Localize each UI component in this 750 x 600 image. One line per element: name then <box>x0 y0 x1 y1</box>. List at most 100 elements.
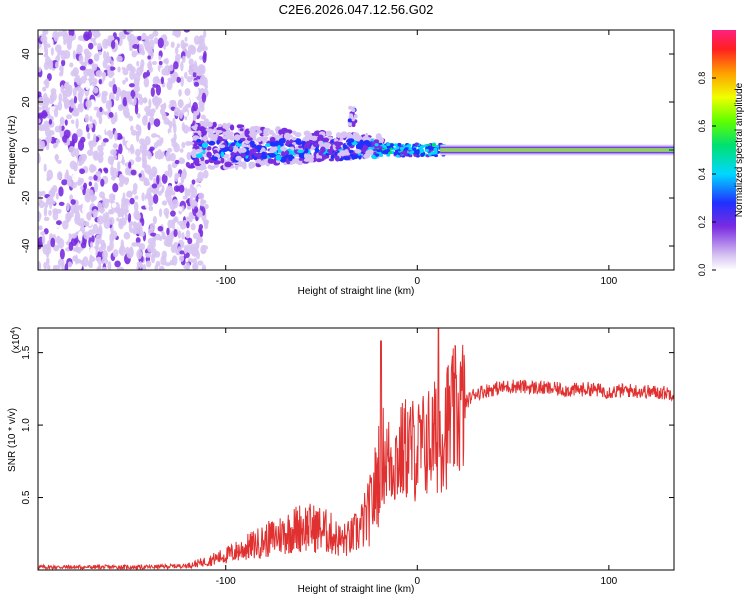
spectrogram-cell <box>206 145 212 151</box>
spectrogram-cell <box>224 153 230 158</box>
spectrogram-cell <box>59 248 65 260</box>
spectrogram-cell <box>427 152 432 156</box>
spectrogram-cell <box>126 30 134 33</box>
spectrogram-cell <box>102 213 107 220</box>
spectrogram-cell <box>90 165 97 172</box>
spectrogram-cell <box>142 158 148 168</box>
spectrogram-cell <box>101 93 107 104</box>
spectrogram-cell <box>199 204 204 212</box>
spectrogram-cell <box>142 264 147 270</box>
spectrogram-cell <box>101 114 108 120</box>
spectrogram-cell <box>151 183 158 189</box>
spectrogram-cell <box>89 115 93 122</box>
spectrogram-cell <box>66 202 70 211</box>
spectrogram-cell <box>143 181 151 186</box>
spectrogram-cell <box>133 201 139 212</box>
spectrogram-cell <box>386 148 391 153</box>
spectrogram-cell <box>139 138 146 145</box>
spectrogram-cell <box>109 240 114 251</box>
spectrogram-cell <box>78 54 84 64</box>
spectrogram-cell <box>136 249 143 260</box>
spectrogram-cell <box>64 263 69 270</box>
spectrogram-cell <box>195 153 203 159</box>
spectrogram-cell <box>193 257 198 265</box>
spectrogram-cell <box>434 145 439 149</box>
spectrogram-cell <box>159 266 164 270</box>
spectrogram-cell <box>111 202 117 208</box>
spectrogram-cell <box>80 177 84 184</box>
spectrogram-cell <box>43 216 50 222</box>
spectrogram-cell <box>43 43 48 54</box>
spectrogram-cell <box>201 142 209 148</box>
spectrogram-cell <box>159 236 163 242</box>
spectrogram-cell <box>118 181 124 188</box>
spectrogram-cell <box>182 219 188 224</box>
spectrogram-cell <box>38 96 44 106</box>
spectrogram-cell <box>141 192 145 202</box>
spectrogram-cell <box>220 157 225 164</box>
spectrogram-cell <box>240 137 246 142</box>
spectrogram-cell <box>256 145 262 151</box>
spectrogram-cell <box>183 244 188 255</box>
spectrogram-cell <box>185 221 190 229</box>
spectrogram-cell <box>110 40 116 50</box>
spectrogram-cell <box>38 112 45 118</box>
spectrogram-cell <box>128 83 135 88</box>
spectrogram-cell <box>323 142 331 147</box>
spectrogram-cell <box>49 38 54 48</box>
spectrogram-cell <box>137 125 142 136</box>
spectrogram-cell <box>133 72 141 84</box>
spectrogram-cell <box>366 149 375 156</box>
spectrogram-cell <box>154 264 159 270</box>
spectrogram-cell <box>132 189 137 195</box>
spectrogram-cell <box>63 98 69 110</box>
spectrogram-cell <box>112 83 118 95</box>
colorbar-label: Normalized spectral amplitude <box>734 82 745 217</box>
spectrogram-cell <box>80 185 84 191</box>
spectrogram-cell <box>269 136 276 144</box>
spectrogram-cell <box>75 44 83 55</box>
spectrogram-cell <box>347 138 355 143</box>
spectrogram-cell <box>128 115 134 122</box>
spectrogram-cell <box>202 53 207 64</box>
spectrogram-cell <box>95 170 102 177</box>
spectrogram-cell <box>152 83 159 88</box>
spectrogram-cell <box>303 143 309 149</box>
spectrogram-cell <box>320 146 326 153</box>
spectrogram-cell <box>163 239 170 247</box>
spectrogram-cell <box>183 30 190 33</box>
spectrogram-cell <box>138 43 144 55</box>
spectrogram-xlabel: Height of straight line (km) <box>298 286 415 297</box>
spectrogram-cell <box>201 92 207 103</box>
spectrogram-cell <box>328 149 333 156</box>
spectrogram-cell <box>96 42 102 51</box>
spectrogram-cell <box>121 91 128 97</box>
spectrogram-cell <box>173 133 177 141</box>
spectrogram-cell <box>362 136 368 140</box>
spectrogram-cell <box>71 119 75 124</box>
spectrogram-cell <box>149 146 155 151</box>
spectrogram-cell <box>65 169 69 178</box>
spectrogram-cell <box>281 128 287 132</box>
spectrogram-cell <box>198 192 205 200</box>
spectrogram-cell <box>197 44 203 52</box>
spectrogram-cell <box>64 119 68 126</box>
spectrogram-cell <box>186 204 192 210</box>
spectrogram-cell <box>178 89 182 97</box>
spectrogram-cell <box>129 69 135 81</box>
spectrogram-cell <box>77 231 83 242</box>
spectrogram-cell <box>144 198 149 209</box>
spectrogram-cell <box>101 71 107 78</box>
spectrogram-cell <box>175 36 180 44</box>
spectrogram-cell <box>70 237 78 247</box>
spectrogram-cell <box>43 92 48 102</box>
spectrogram-cell <box>89 140 94 151</box>
spectrogram-cell <box>72 255 77 262</box>
spectrogram-cell <box>92 86 99 94</box>
spectrogram-cell <box>315 158 323 163</box>
spectrogram-cell <box>170 41 175 48</box>
spectrogram-cell <box>130 129 138 136</box>
spectrogram-cell <box>235 155 242 161</box>
spectrogram-cell <box>126 63 133 70</box>
